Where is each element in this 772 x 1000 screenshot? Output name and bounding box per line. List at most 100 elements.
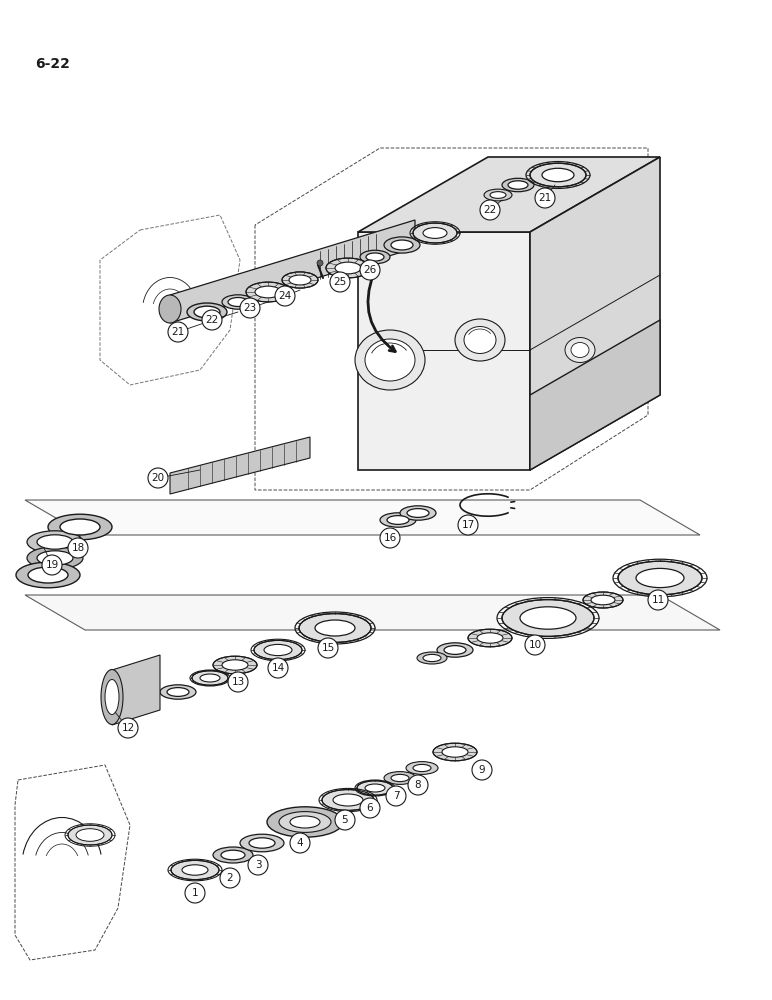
Text: 10: 10 (529, 640, 542, 650)
Ellipse shape (423, 228, 447, 238)
Circle shape (648, 590, 668, 610)
Ellipse shape (264, 644, 292, 656)
Text: 4: 4 (296, 838, 303, 848)
Ellipse shape (365, 339, 415, 381)
Ellipse shape (326, 258, 370, 278)
Ellipse shape (317, 260, 323, 266)
Circle shape (290, 833, 310, 853)
Ellipse shape (249, 838, 275, 848)
Circle shape (118, 718, 138, 738)
Text: 3: 3 (255, 860, 261, 870)
Ellipse shape (200, 674, 220, 682)
Ellipse shape (380, 513, 416, 527)
Ellipse shape (289, 275, 311, 285)
Ellipse shape (322, 790, 374, 810)
Text: 7: 7 (393, 791, 399, 801)
Ellipse shape (400, 506, 436, 520)
Text: 16: 16 (384, 533, 397, 543)
Circle shape (535, 188, 555, 208)
Circle shape (360, 798, 380, 818)
Text: 21: 21 (538, 193, 552, 203)
Polygon shape (358, 232, 530, 470)
Polygon shape (530, 320, 660, 470)
Ellipse shape (437, 643, 473, 657)
Ellipse shape (542, 168, 574, 182)
Text: 22: 22 (205, 315, 218, 325)
Ellipse shape (255, 286, 281, 298)
Ellipse shape (565, 338, 595, 362)
Ellipse shape (240, 834, 284, 852)
Circle shape (318, 638, 338, 658)
Ellipse shape (384, 237, 420, 253)
Circle shape (228, 672, 248, 692)
Ellipse shape (37, 551, 73, 565)
Text: 15: 15 (321, 643, 334, 653)
Ellipse shape (167, 688, 189, 696)
Ellipse shape (68, 825, 112, 845)
Circle shape (480, 200, 500, 220)
Ellipse shape (406, 762, 438, 774)
Ellipse shape (591, 595, 615, 605)
Text: 21: 21 (171, 327, 185, 337)
Ellipse shape (105, 680, 119, 714)
Ellipse shape (267, 807, 343, 837)
Ellipse shape (194, 306, 220, 318)
Circle shape (240, 298, 260, 318)
Ellipse shape (101, 670, 123, 724)
Ellipse shape (477, 633, 503, 643)
Text: 26: 26 (364, 265, 377, 275)
Ellipse shape (423, 654, 441, 662)
Polygon shape (112, 655, 160, 725)
Ellipse shape (484, 189, 512, 201)
Ellipse shape (171, 860, 219, 880)
Ellipse shape (490, 192, 506, 198)
Ellipse shape (159, 295, 181, 323)
Ellipse shape (246, 282, 290, 302)
Circle shape (248, 855, 268, 875)
Ellipse shape (213, 656, 257, 674)
Polygon shape (358, 157, 660, 232)
Circle shape (68, 538, 88, 558)
Ellipse shape (60, 519, 100, 535)
Polygon shape (530, 157, 660, 470)
Text: 20: 20 (151, 473, 164, 483)
Ellipse shape (365, 784, 385, 792)
Ellipse shape (571, 342, 589, 358)
Text: 17: 17 (462, 520, 475, 530)
Ellipse shape (360, 250, 390, 264)
Ellipse shape (407, 509, 429, 517)
Ellipse shape (468, 629, 512, 647)
Ellipse shape (391, 774, 409, 782)
Ellipse shape (182, 865, 208, 875)
Text: 11: 11 (652, 595, 665, 605)
Text: 2: 2 (227, 873, 233, 883)
Ellipse shape (391, 240, 413, 250)
Ellipse shape (433, 743, 477, 761)
Circle shape (472, 760, 492, 780)
Ellipse shape (76, 829, 104, 841)
Ellipse shape (357, 781, 393, 795)
Text: 12: 12 (121, 723, 134, 733)
Ellipse shape (413, 223, 457, 243)
Text: 8: 8 (415, 780, 422, 790)
Ellipse shape (28, 567, 68, 583)
Text: 13: 13 (232, 677, 245, 687)
Ellipse shape (283, 813, 327, 831)
Circle shape (202, 310, 222, 330)
Ellipse shape (37, 535, 73, 549)
Text: 22: 22 (483, 205, 496, 215)
Ellipse shape (636, 568, 684, 588)
Ellipse shape (384, 772, 416, 784)
Circle shape (525, 635, 545, 655)
Circle shape (148, 468, 168, 488)
Polygon shape (25, 595, 720, 630)
Ellipse shape (213, 847, 253, 863)
Ellipse shape (48, 514, 112, 540)
Ellipse shape (228, 298, 248, 306)
Polygon shape (170, 220, 415, 323)
Text: 18: 18 (71, 543, 85, 553)
Ellipse shape (413, 764, 431, 772)
Ellipse shape (366, 253, 384, 261)
Ellipse shape (192, 671, 228, 685)
Ellipse shape (222, 295, 254, 309)
